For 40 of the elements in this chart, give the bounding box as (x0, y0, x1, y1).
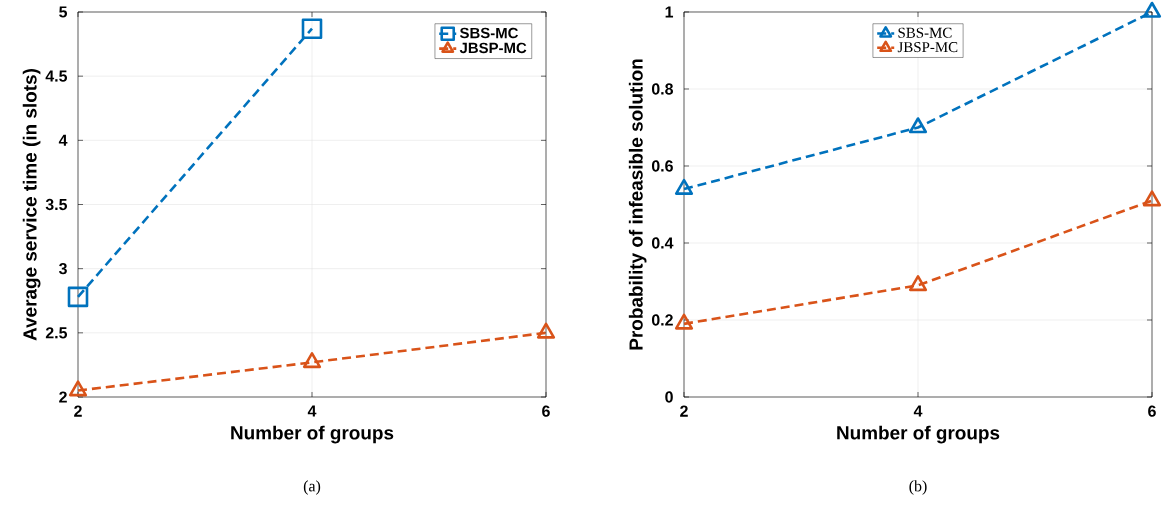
point (302, 352, 322, 369)
y-tick-label: 0.8 (651, 83, 673, 95)
x-axis-title: Number of groups (231, 425, 394, 444)
y-tick-label: 1 (665, 6, 674, 18)
y-tick-label: 2.5 (45, 327, 68, 339)
point (301, 18, 323, 39)
point (67, 286, 89, 308)
legend-label: JBSP-MC (897, 42, 958, 53)
text: (a) (303, 480, 321, 495)
point (1142, 190, 1162, 207)
point (908, 117, 928, 134)
x-tick-label: 6 (1148, 405, 1156, 417)
y-tick-label: 4 (58, 134, 68, 146)
point (536, 322, 556, 339)
y-tick-label: 3.5 (45, 198, 68, 211)
text: (b) (909, 480, 927, 495)
y-tick-label: 0.6 (651, 160, 673, 172)
legend-label: SBS-MC (898, 27, 952, 38)
legend-label: SBS-MC (459, 27, 519, 39)
point (674, 313, 694, 330)
y-tick-label: 3 (58, 263, 67, 275)
y-tick-label: 4.5 (45, 70, 68, 82)
y-tick-label: 0.2 (651, 314, 673, 326)
y-axis-title: Average service time (in slots) (22, 69, 41, 341)
x-tick-label: 4 (913, 405, 923, 417)
legend-label: JBSP-MC (459, 42, 527, 54)
point (908, 275, 928, 292)
x-tick-label: 2 (74, 405, 82, 417)
x-tick-label: 4 (307, 405, 317, 417)
point (1142, 1, 1162, 18)
y-tick-label: 2 (59, 391, 67, 403)
x-tick-label: 6 (542, 405, 550, 417)
x-tick-label: 2 (680, 405, 688, 417)
point (68, 380, 88, 397)
point (674, 178, 694, 195)
x-axis-title: Number of groups (837, 425, 1000, 444)
y-tick-label: 0.4 (651, 237, 674, 249)
y-tick-label: 5 (59, 6, 68, 18)
y-tick-label: 0 (665, 391, 673, 403)
y-axis-title: Probability of infeasible solution (628, 59, 647, 350)
